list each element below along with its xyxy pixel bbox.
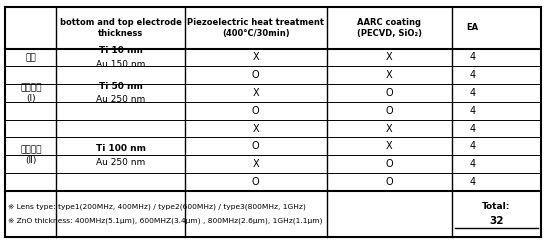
Text: X: X	[386, 124, 393, 134]
Text: 4: 4	[469, 141, 476, 151]
Text: 개선방안
(Ⅰ): 개선방안 (Ⅰ)	[20, 83, 41, 103]
Text: Ti 50 nm: Ti 50 nm	[99, 82, 143, 91]
Text: Piezoelectric heat treatment
(400°C/30min): Piezoelectric heat treatment (400°C/30mi…	[187, 18, 324, 38]
Text: 4: 4	[469, 70, 476, 80]
Text: X: X	[252, 52, 259, 62]
Text: X: X	[252, 124, 259, 134]
Text: 4: 4	[469, 124, 476, 134]
Text: bottom and top electrode
thickness: bottom and top electrode thickness	[60, 18, 181, 38]
Text: O: O	[252, 70, 259, 80]
Text: Ti 10 nm: Ti 10 nm	[99, 46, 143, 55]
Text: 개선방안
(Ⅱ): 개선방안 (Ⅱ)	[20, 146, 41, 165]
Text: X: X	[386, 141, 393, 151]
Text: AARC coating
(PECVD, SiO₂): AARC coating (PECVD, SiO₂)	[357, 18, 422, 38]
Text: EA: EA	[466, 23, 478, 32]
Text: 4: 4	[469, 159, 476, 169]
Text: 4: 4	[469, 177, 476, 187]
Text: Au 250 nm: Au 250 nm	[96, 95, 145, 104]
Text: 32: 32	[489, 216, 503, 225]
Text: O: O	[385, 106, 393, 116]
Text: O: O	[385, 159, 393, 169]
Text: 4: 4	[469, 52, 476, 62]
Text: Au 250 nm: Au 250 nm	[96, 158, 145, 167]
Text: Ti 100 nm: Ti 100 nm	[96, 144, 145, 153]
Text: 4: 4	[469, 106, 476, 116]
Text: X: X	[386, 70, 393, 80]
Text: 4: 4	[469, 88, 476, 98]
Text: O: O	[252, 141, 259, 151]
Text: X: X	[252, 88, 259, 98]
Text: X: X	[252, 159, 259, 169]
Text: ※ Lens type: type1(200MHz, 400MHz) / type2(600MHz) / type3(800MHz, 1GHz): ※ Lens type: type1(200MHz, 400MHz) / typ…	[8, 204, 306, 210]
Text: Au 150 nm: Au 150 nm	[96, 60, 145, 69]
Text: O: O	[252, 177, 259, 187]
Text: 기존: 기존	[26, 53, 36, 62]
Text: ※ ZnO thickness: 400MHz(5.1μm), 600MHZ(3.4μm) , 800MHz(2.6μm), 1GHz(1.1μm): ※ ZnO thickness: 400MHz(5.1μm), 600MHZ(3…	[8, 217, 323, 224]
Text: X: X	[386, 52, 393, 62]
Text: Total:: Total:	[482, 203, 511, 211]
Text: O: O	[385, 177, 393, 187]
Text: O: O	[252, 106, 259, 116]
Text: O: O	[385, 88, 393, 98]
